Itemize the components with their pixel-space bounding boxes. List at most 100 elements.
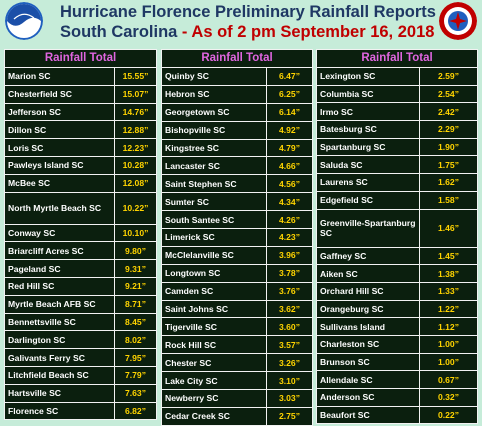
rainfall-value: 3.62” bbox=[278, 304, 301, 315]
rainfall-value: 4.79” bbox=[278, 143, 301, 153]
table-row: Red Hill SC 9.21” bbox=[5, 277, 156, 296]
table-row: Loris SC 12.23” bbox=[5, 139, 156, 157]
rainfall-value: 12.23” bbox=[122, 142, 149, 153]
location-name: Orangeburg SC bbox=[317, 300, 420, 318]
location-name: Georgetown SC bbox=[162, 103, 267, 121]
rainfall-value: 3.26” bbox=[278, 357, 301, 368]
location-name: Saint Stephen SC bbox=[162, 175, 267, 193]
table-row: Newberry SC 3.03” bbox=[162, 390, 312, 408]
location-name: Kingstree SC bbox=[162, 139, 267, 157]
page-title: Hurricane Florence Preliminary Rainfall … bbox=[60, 3, 436, 21]
location-name: Saluda SC bbox=[317, 156, 420, 174]
table-row: Orchard Hill SC 1.33” bbox=[317, 282, 477, 301]
location-name: Pawleys Island SC bbox=[5, 156, 115, 174]
rainfall-value: 8.45” bbox=[124, 316, 147, 327]
column-heading: Rainfall Total bbox=[5, 50, 156, 68]
rainfall-table-3: Rainfall Total Lexington SC 2.59” Columbia… bbox=[316, 49, 478, 425]
location-name: Bennettsville SC bbox=[5, 313, 115, 331]
table-row: Galivants Ferry SC 7.95” bbox=[5, 349, 156, 367]
table-row: Spartanburg SC 1.90” bbox=[317, 138, 477, 157]
table-row: Irmo SC 2.42” bbox=[317, 103, 477, 122]
location-name: Allendale SC bbox=[317, 371, 420, 388]
header: Hurricane Florence Preliminary Rainfall … bbox=[0, 0, 482, 46]
rainfall-value: 1.90” bbox=[437, 142, 460, 153]
location-name: Newberry SC bbox=[162, 390, 267, 407]
rainfall-value: 1.46” bbox=[437, 223, 460, 233]
location-name: Hartsville SC bbox=[5, 384, 115, 402]
table-row: Brunson SC 1.00” bbox=[317, 353, 477, 372]
table-row: Lancaster SC 4.66” bbox=[162, 157, 312, 176]
location-name: Florence SC bbox=[5, 402, 115, 420]
location-name: Anderson SC bbox=[317, 389, 420, 406]
column-heading: Rainfall Total bbox=[317, 50, 477, 68]
table-row: Anderson SC 0.32” bbox=[317, 389, 477, 407]
location-name: Lexington SC bbox=[317, 68, 420, 85]
table-row: Bennettsville SC 8.45” bbox=[5, 313, 156, 332]
rainfall-value: 7.95” bbox=[124, 352, 147, 363]
rainfall-value: 15.07” bbox=[122, 89, 149, 100]
location-name: Litchfield Beach SC bbox=[5, 366, 115, 384]
rainfall-value: 8.71” bbox=[124, 299, 147, 310]
rainfall-value: 12.88” bbox=[122, 124, 149, 135]
location-name: Quinby SC bbox=[162, 68, 267, 85]
rainfall-value: 10.10” bbox=[122, 227, 149, 238]
table-row: Lexington SC 2.59” bbox=[317, 68, 477, 86]
table-row: Longtown SC 3.78” bbox=[162, 264, 312, 283]
location-name: Greenville-Spartanburg SC bbox=[317, 209, 420, 247]
rainfall-value: 7.79” bbox=[124, 370, 147, 381]
table-row: Lake City SC 3.10” bbox=[162, 372, 312, 391]
table-row: Myrtle Beach AFB SC 8.71” bbox=[5, 295, 156, 314]
rainfall-value: 0.22” bbox=[437, 410, 460, 421]
table-row: Sullivans Island 1.12” bbox=[317, 318, 477, 336]
rainfall-value: 10.28” bbox=[122, 160, 149, 171]
rainfall-value: 1.38” bbox=[437, 268, 460, 279]
rainfall-value: 7.63” bbox=[124, 388, 147, 399]
table-row: Litchfield Beach SC 7.79” bbox=[5, 366, 156, 385]
subtitle-date: As of 2 pm September 16, 2018 bbox=[191, 23, 435, 41]
location-name: Brunson SC bbox=[317, 353, 420, 371]
rainfall-value: 3.96” bbox=[278, 250, 301, 261]
table-row: Greenville-Spartanburg SC 1.46” bbox=[317, 209, 477, 248]
table-row: Pageland SC 9.31” bbox=[5, 260, 156, 278]
rainfall-value: 1.33” bbox=[437, 286, 460, 297]
table-row: Dillon SC 12.88” bbox=[5, 121, 156, 140]
rainfall-value: 1.00” bbox=[437, 356, 460, 367]
location-name: Briarcliff Acres SC bbox=[5, 242, 115, 260]
table-row: Laurens SC 1.62” bbox=[317, 174, 477, 192]
location-name: Lancaster SC bbox=[162, 157, 267, 175]
location-name: Columbia SC bbox=[317, 85, 420, 103]
table-row: Edgefield SC 1.58” bbox=[317, 191, 477, 210]
rainfall-value: 12.08” bbox=[122, 178, 149, 189]
location-name: Loris SC bbox=[5, 139, 115, 156]
table-row: Allendale SC 0.67” bbox=[317, 371, 477, 389]
location-name: Conway SC bbox=[5, 224, 115, 242]
page-subtitle: South Carolina - As of 2 pm September 16… bbox=[60, 23, 434, 42]
rainfall-table-1: Rainfall Total Marion SC 15.55” Chesterfie… bbox=[4, 49, 157, 421]
rainfall-value: 2.75” bbox=[278, 411, 301, 422]
table-row: Quinby SC 6.47” bbox=[162, 68, 312, 86]
location-name: Batesburg SC bbox=[317, 121, 420, 138]
table-row: Georgetown SC 6.14” bbox=[162, 103, 312, 122]
table-row: Limerick SC 4.23” bbox=[162, 229, 312, 247]
table-row: Columbia SC 2.54” bbox=[317, 85, 477, 104]
table-row: Cedar Creek SC 2.75” bbox=[162, 407, 312, 425]
location-name: Camden SC bbox=[162, 282, 267, 300]
location-name: Rock Hill SC bbox=[162, 336, 267, 354]
rainfall-value: 4.26” bbox=[278, 214, 301, 225]
table-row: Camden SC 3.76” bbox=[162, 282, 312, 301]
rainfall-value: 2.42” bbox=[437, 106, 460, 117]
location-name: McBee SC bbox=[5, 174, 115, 192]
table-row: Sumter SC 4.34” bbox=[162, 193, 312, 212]
location-name: McClelanville SC bbox=[162, 246, 267, 264]
location-name: Limerick SC bbox=[162, 229, 267, 246]
table-row: Darlington SC 8.02” bbox=[5, 331, 156, 350]
location-name: Sullivans Island bbox=[317, 318, 420, 335]
table-row: Chester SC 3.26” bbox=[162, 354, 312, 373]
location-name: Spartanburg SC bbox=[317, 138, 420, 156]
location-name: Orchard Hill SC bbox=[317, 282, 420, 300]
table-row: McBee SC 12.08” bbox=[5, 174, 156, 193]
rainfall-value: 9.80” bbox=[124, 245, 147, 256]
rainfall-value: 8.02” bbox=[124, 334, 147, 345]
rainfall-value: 0.67” bbox=[437, 374, 460, 385]
location-name: Bishopville SC bbox=[162, 121, 267, 139]
